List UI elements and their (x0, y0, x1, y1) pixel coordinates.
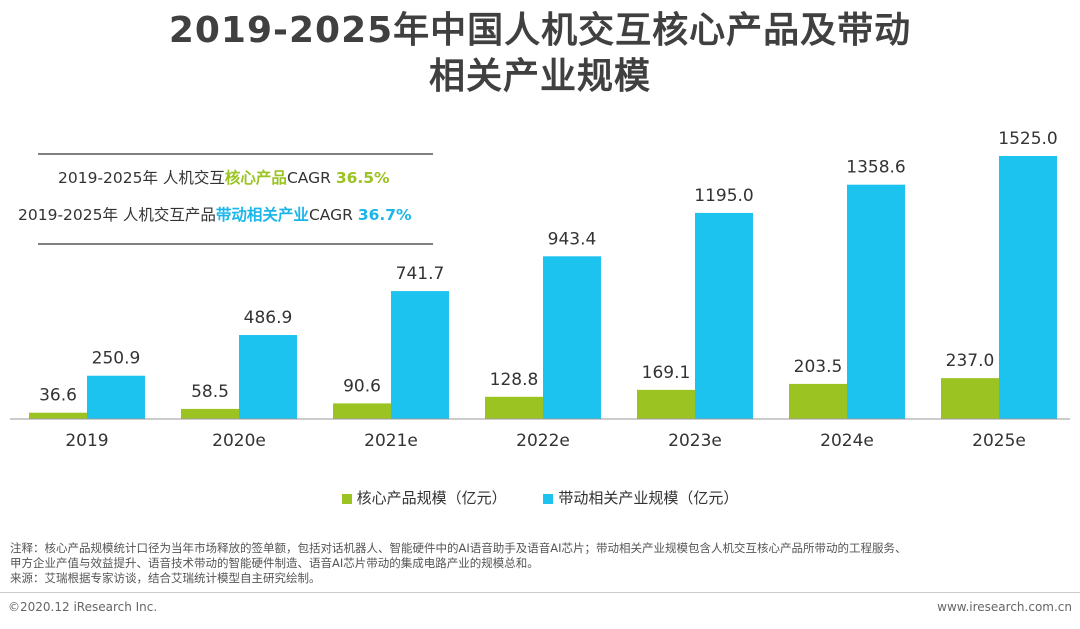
notes-source: 来源：艾瑞根据专家访谈，结合艾瑞统计模型自主研究绘制。 (10, 571, 321, 585)
footer-copyright: ©2020.12 iResearch Inc. (8, 600, 158, 614)
notes-line-1: 注释：核心产品规模统计口径为当年市场释放的签单额，包括对话机器人、智能硬件中的A… (10, 541, 907, 555)
bar-core-2019 (29, 412, 87, 419)
x-tick-label-2025e: 2025e (972, 431, 1026, 451)
cagr-core-line: 2019-2025年 人机交互核心产品CAGR 36.5% (58, 166, 390, 188)
chart-legend: 核心产品规模（亿元） 带动相关产业规模（亿元） (0, 487, 1080, 508)
data-label-core-2021e: 90.6 (343, 376, 381, 396)
data-label-core-2019: 36.6 (39, 386, 77, 406)
legend-label-core: 核心产品规模（亿元） (356, 489, 507, 507)
bar-related-2024e (847, 184, 905, 419)
data-label-related-2024e: 1358.6 (846, 158, 905, 178)
bar-related-2021e (391, 291, 449, 419)
notes-line-2: 甲方企业产值与效益提升、语音技术带动的智能硬件制造、语音AI芯片带动的集成电路产… (10, 556, 539, 570)
page-title: 2019-2025年中国人机交互核心产品及带动 相关产业规模 (0, 8, 1080, 100)
x-tick-label-2023e: 2023e (668, 431, 722, 451)
bar-related-2023e (695, 212, 753, 419)
legend-swatch-core (341, 493, 352, 504)
cagr-box: 2019-2025年 人机交互核心产品CAGR 36.5% 2019-2025年… (18, 153, 433, 245)
bar-core-2020e (181, 408, 239, 419)
bar-core-2021e (333, 403, 391, 419)
cagr-core-mid: CAGR (286, 169, 331, 187)
bar-core-2023e (637, 389, 695, 419)
cagr-core-highlight: 核心产品 (224, 169, 287, 187)
x-tick-label-2024e: 2024e (820, 431, 874, 451)
legend-label-related: 带动相关产业规模（亿元） (558, 489, 739, 507)
chart-notes: 注释：核心产品规模统计口径为当年市场释放的签单额，包括对话机器人、智能硬件中的A… (10, 541, 1075, 586)
bar-core-2024e (789, 383, 847, 419)
data-label-related-2020e: 486.9 (244, 308, 293, 328)
title-line-1: 2019-2025年中国人机交互核心产品及带动 (168, 10, 912, 51)
x-tick-label-2021e: 2021e (364, 431, 418, 451)
bar-related-2020e (239, 335, 297, 419)
cagr-core-value: 36.5% (335, 169, 390, 187)
bar-related-2019 (87, 375, 145, 419)
cagr-related-mid: CAGR (308, 206, 353, 224)
data-label-core-2023e: 169.1 (642, 363, 691, 383)
data-label-related-2022e: 943.4 (548, 229, 597, 249)
data-label-core-2025e: 237.0 (946, 351, 995, 371)
bar-core-2025e (941, 378, 999, 419)
data-label-related-2023e: 1195.0 (694, 186, 753, 206)
data-label-related-2019: 250.9 (92, 349, 141, 369)
title-line-2: 相关产业规模 (428, 56, 651, 97)
cagr-core-prefix: 2019-2025年 人机交互 (58, 169, 225, 187)
footer-divider (0, 592, 1080, 593)
bar-related-2022e (543, 256, 601, 419)
data-label-related-2021e: 741.7 (396, 264, 445, 284)
data-label-core-2020e: 58.5 (191, 382, 229, 402)
x-tick-label-2020e: 2020e (212, 431, 266, 451)
x-tick-label-2022e: 2022e (516, 431, 570, 451)
legend-item-core: 核心产品规模（亿元） (341, 487, 507, 508)
cagr-related-prefix: 2019-2025年 人机交互产品 (18, 206, 216, 224)
bar-related-2025e (999, 156, 1057, 419)
legend-swatch-related (543, 493, 554, 504)
cagr-related-highlight: 带动相关产业 (215, 206, 309, 224)
data-label-core-2024e: 203.5 (794, 357, 843, 377)
x-tick-label-2019: 2019 (65, 431, 108, 451)
data-label-related-2025e: 1525.0 (998, 129, 1057, 149)
legend-item-related: 带动相关产业规模（亿元） (543, 487, 738, 508)
footer-website[interactable]: www.iresearch.com.cn (937, 600, 1072, 614)
cagr-related-value: 36.7% (357, 206, 412, 224)
data-label-core-2022e: 128.8 (490, 370, 539, 390)
cagr-related-line: 2019-2025年 人机交互产品带动相关产业CAGR 36.7% (18, 203, 412, 225)
bar-core-2022e (485, 396, 543, 419)
